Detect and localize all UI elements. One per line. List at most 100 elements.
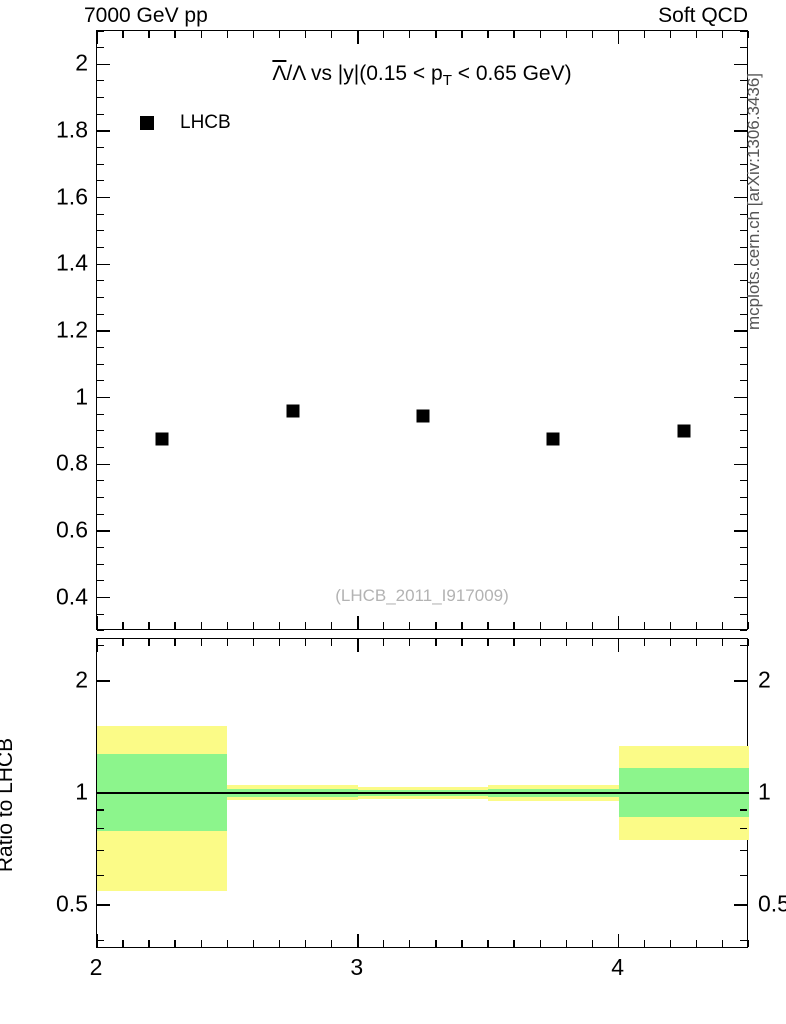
ratio-x-tick-bottom-4.1 — [643, 940, 646, 947]
y-axis-label-main-8: 2 — [75, 49, 88, 76]
y-tick-right-1.1 — [740, 363, 747, 365]
x-tick-top-3.8 — [565, 31, 567, 38]
x-tick-top-4.4 — [722, 31, 724, 38]
y-tick-0.45 — [97, 580, 104, 582]
x-tick-top-3.4 — [461, 31, 463, 38]
ratio-x-tick-top-3.7 — [539, 639, 541, 646]
ratio-x-tick-bottom-2.4 — [200, 940, 202, 947]
y-tick-1.95 — [97, 80, 104, 82]
x-tick-bottom-4.2 — [669, 622, 672, 629]
y-tick-2.05 — [97, 46, 104, 49]
y-tick-0.9 — [97, 430, 104, 432]
ratio-x-tick-bottom-3.5 — [487, 940, 489, 947]
ratio-x-tick-top-2.8 — [304, 639, 307, 646]
ratio-y-tick-right-0.5 — [734, 903, 747, 906]
ratio-x-tick-bottom-4.5 — [748, 940, 750, 947]
y-tick-1.75 — [97, 146, 104, 149]
x-tick-top-3.9 — [591, 31, 594, 38]
y-tick-0.3 — [97, 630, 104, 632]
ratio-x-tick-bottom-3.6 — [513, 940, 515, 947]
y-tick-right-1.3 — [740, 296, 747, 299]
ratio-x-tick-top-3.1 — [383, 639, 385, 646]
x-tick-bottom-2.8 — [304, 622, 307, 629]
ratio-x-tick-top-3.6 — [513, 639, 515, 646]
y-axis-label-main-2: 0.8 — [56, 449, 88, 476]
x-tick-top-2.9 — [330, 31, 333, 38]
y-axis-label-main-3: 1 — [75, 383, 88, 410]
x-tick-bottom-3.9 — [591, 622, 594, 629]
y-tick-1.7 — [97, 163, 104, 165]
plot-title-lambdabar: Λ — [272, 62, 287, 85]
ratio-x-tick-top-4.4 — [722, 639, 724, 646]
y-tick-right-1.65 — [740, 180, 747, 182]
x-tick-bottom-4 — [617, 616, 620, 629]
y-tick-right-1.55 — [740, 213, 747, 215]
x-axis-label-2: 4 — [611, 954, 624, 980]
x-tick-top-3.7 — [539, 31, 541, 38]
x-tick-top-3.6 — [513, 31, 515, 38]
ratio-x-tick-bottom-4 — [617, 934, 620, 947]
y-tick-right-1.85 — [740, 113, 747, 115]
y-tick-1.55 — [97, 213, 104, 215]
ratio-x-tick-bottom-2.8 — [304, 940, 307, 947]
plot-title-condition-sub: T — [442, 71, 452, 89]
ratio-x-tick-top-4.2 — [669, 639, 672, 646]
y-tick-1.25 — [97, 313, 104, 315]
main-plot-panel — [96, 30, 750, 632]
x-tick-bottom-2.3 — [174, 622, 176, 629]
x-tick-top-2.7 — [278, 31, 281, 38]
ratio-x-tick-bottom-2.5 — [226, 940, 228, 947]
x-tick-top-2.2 — [148, 31, 150, 38]
ratio-x-tick-top-2.5 — [226, 639, 228, 646]
y-tick-1.15 — [97, 346, 104, 349]
header-right-label: Soft QCD — [658, 4, 748, 27]
ratio-x-tick-bottom-4.3 — [696, 940, 698, 947]
y-tick-right-2.1 — [740, 30, 747, 32]
ratio-y-tick-0.8 — [97, 828, 104, 830]
ratio-y-tick-right-2 — [734, 680, 747, 683]
y-axis-label-ratio-right-1: 1 — [758, 778, 771, 805]
y-tick-right-0.65 — [740, 513, 747, 515]
x-tick-bottom-3.7 — [539, 622, 541, 629]
y-axis-label-ratio-left-0: 0.5 — [56, 890, 88, 917]
y-tick-right-1.2 — [734, 330, 747, 332]
y-tick-0.7 — [97, 496, 104, 499]
x-tick-top-4.1 — [643, 31, 646, 38]
y-tick-0.35 — [97, 613, 104, 615]
y-tick-1.6 — [97, 196, 110, 199]
ratio-x-tick-top-3.4 — [461, 639, 463, 646]
ratio-x-tick-bottom-2 — [96, 934, 98, 947]
ratio-x-tick-top-2.9 — [330, 639, 333, 646]
ratio-x-tick-bottom-4.2 — [669, 940, 672, 947]
x-tick-bottom-2.9 — [330, 622, 333, 629]
y-tick-1.8 — [97, 130, 110, 132]
y-tick-0.65 — [97, 513, 104, 515]
ratio-x-tick-top-2.4 — [200, 639, 202, 646]
x-tick-top-2.8 — [304, 31, 307, 38]
ratio-x-tick-bottom-3.9 — [591, 940, 594, 947]
ratio-plot-panel — [96, 638, 750, 948]
ratio-x-tick-top-3.8 — [565, 639, 567, 646]
y-tick-1.45 — [97, 246, 104, 249]
ratio-axis-title: Ratio to LHCB — [0, 737, 17, 873]
x-tick-bottom-4.1 — [643, 622, 646, 629]
x-tick-top-3.3 — [435, 31, 437, 38]
y-tick-0.95 — [97, 413, 104, 415]
y-tick-2.1 — [97, 30, 104, 32]
y-tick-right-0.55 — [740, 546, 747, 549]
ratio-x-tick-top-2.2 — [148, 639, 150, 646]
x-tick-bottom-2.5 — [226, 622, 228, 629]
x-tick-bottom-2.1 — [122, 622, 124, 629]
ratio-x-tick-bottom-3.8 — [565, 940, 567, 947]
y-tick-right-1.05 — [740, 380, 747, 382]
ratio-y-tick-2 — [97, 680, 110, 683]
ratio-y-tick-right-0.8 — [740, 828, 747, 830]
legend-label-lhcb: LHCB — [180, 112, 231, 133]
plot-title-condition-pre: (0.15 < p — [359, 62, 443, 85]
x-tick-top-3.1 — [383, 31, 385, 38]
y-tick-1.85 — [97, 113, 104, 115]
x-axis-label-0: 2 — [89, 954, 103, 980]
legend-marker-lhcb-icon — [140, 116, 154, 130]
plot-title-condition-post: < 0.65 GeV) — [451, 62, 572, 85]
x-tick-bottom-3.8 — [565, 622, 567, 629]
